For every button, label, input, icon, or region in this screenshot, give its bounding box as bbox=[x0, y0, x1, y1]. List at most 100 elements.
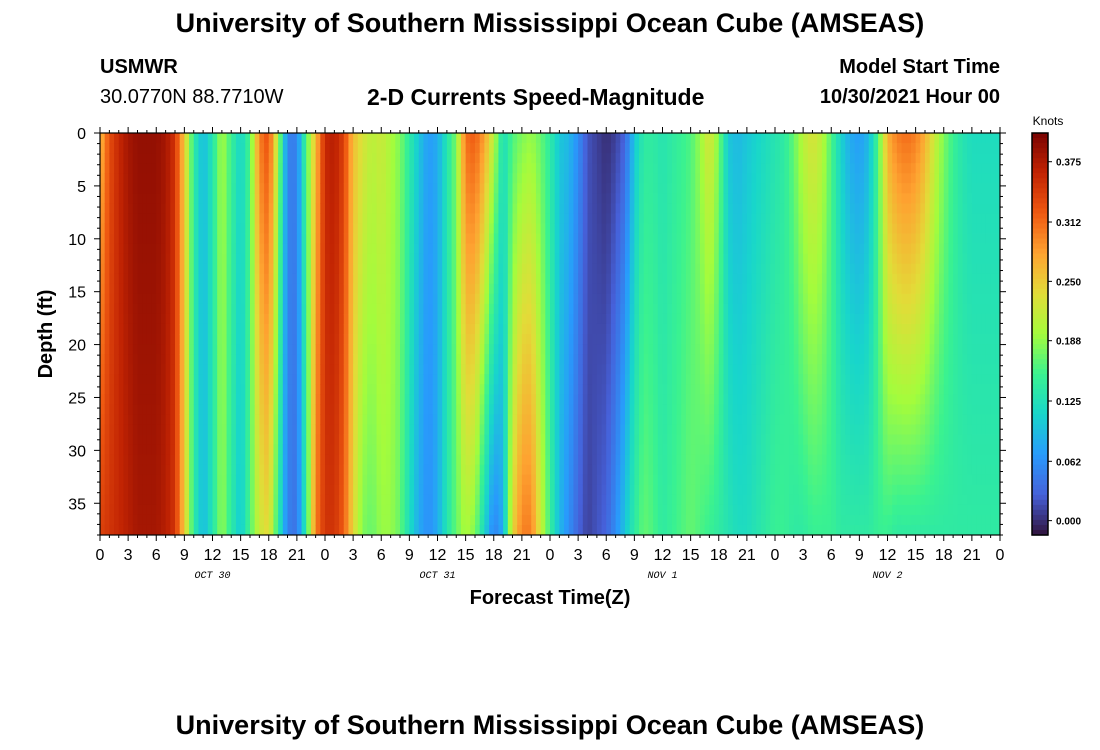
heatmap-cell bbox=[587, 203, 593, 214]
heatmap-cell bbox=[254, 404, 260, 415]
heatmap-cell bbox=[404, 323, 410, 335]
heatmap-cell bbox=[442, 293, 448, 305]
heatmap-cell bbox=[301, 183, 307, 194]
heatmap-cell bbox=[498, 293, 504, 305]
heatmap-cell bbox=[114, 263, 120, 275]
heatmap-cell bbox=[240, 494, 246, 506]
heatmap-cell bbox=[489, 133, 495, 144]
heatmap-cell bbox=[217, 283, 223, 295]
heatmap-cell bbox=[142, 514, 148, 526]
heatmap-cell bbox=[156, 233, 162, 245]
heatmap-cell bbox=[329, 213, 335, 225]
heatmap-cell bbox=[221, 313, 228, 325]
heatmap-cell bbox=[681, 344, 687, 355]
heatmap-cell bbox=[221, 163, 228, 174]
heatmap-cell bbox=[104, 323, 110, 335]
heatmap-cell bbox=[423, 183, 429, 194]
heatmap-cell bbox=[414, 303, 420, 315]
heatmap-cell bbox=[512, 344, 518, 355]
heatmap-cell bbox=[278, 414, 284, 426]
heatmap-cell bbox=[423, 263, 429, 275]
heatmap-cell bbox=[390, 344, 396, 355]
heatmap-cells bbox=[100, 133, 1000, 535]
heatmap-cell bbox=[217, 173, 223, 184]
heatmap-cell bbox=[587, 364, 593, 375]
heatmap-cell bbox=[329, 504, 335, 516]
heatmap-cell bbox=[653, 444, 659, 456]
heatmap-cell bbox=[653, 344, 659, 355]
heatmap-cell bbox=[582, 364, 589, 375]
heatmap-cell bbox=[123, 163, 129, 174]
heatmap-cell bbox=[296, 183, 303, 194]
heatmap-cell bbox=[446, 223, 453, 235]
heatmap-cell bbox=[179, 444, 185, 456]
heatmap-cell bbox=[353, 183, 359, 194]
heatmap-cell bbox=[189, 243, 195, 255]
heatmap-cell bbox=[273, 424, 279, 436]
heatmap-cell bbox=[409, 323, 415, 335]
heatmap-cell bbox=[615, 293, 621, 305]
heatmap-cell bbox=[629, 183, 635, 194]
heatmap-cell bbox=[193, 183, 200, 194]
heatmap-cell bbox=[381, 434, 387, 446]
heatmap-cell bbox=[475, 153, 481, 164]
heatmap-cell bbox=[465, 504, 471, 516]
heatmap-cell bbox=[390, 243, 396, 255]
heatmap-cell bbox=[610, 524, 617, 535]
heatmap-cell bbox=[460, 183, 467, 194]
heatmap-cell bbox=[170, 323, 176, 335]
heatmap-cell bbox=[292, 374, 298, 385]
heatmap-cell bbox=[268, 303, 275, 315]
heatmap-cell bbox=[625, 233, 631, 245]
heatmap-cell bbox=[343, 243, 350, 255]
heatmap-cell bbox=[606, 173, 612, 184]
heatmap-cell bbox=[498, 313, 504, 325]
heatmap-cell bbox=[531, 173, 537, 184]
heatmap-cell bbox=[671, 374, 678, 385]
heatmap-cell bbox=[498, 344, 504, 355]
heatmap-cell bbox=[418, 354, 425, 365]
heatmap-cell bbox=[104, 354, 110, 365]
heatmap-cell bbox=[385, 474, 392, 486]
heatmap-cell bbox=[390, 183, 396, 194]
heatmap-cell bbox=[634, 193, 640, 204]
heatmap-cell bbox=[409, 434, 415, 446]
heatmap-cell bbox=[343, 514, 350, 526]
heatmap-cell bbox=[601, 484, 607, 496]
heatmap-cell bbox=[268, 384, 275, 395]
heatmap-cell bbox=[348, 263, 354, 275]
heatmap-cell bbox=[254, 143, 260, 154]
heatmap-cell bbox=[212, 253, 218, 265]
heatmap-cell bbox=[390, 474, 396, 486]
heatmap-cell bbox=[564, 163, 570, 174]
heatmap-cell bbox=[203, 193, 209, 204]
heatmap-cell bbox=[568, 494, 575, 506]
heatmap-cell bbox=[132, 464, 139, 476]
heatmap-cell bbox=[437, 203, 443, 214]
heatmap-cell bbox=[118, 514, 125, 526]
heatmap-cell bbox=[667, 504, 673, 516]
heatmap-cell bbox=[395, 394, 401, 405]
heatmap-cell bbox=[428, 163, 434, 174]
heatmap-cell bbox=[292, 263, 298, 275]
heatmap-cell bbox=[198, 233, 204, 245]
heatmap-cell bbox=[634, 434, 640, 446]
heatmap-cell bbox=[446, 253, 453, 265]
heatmap-cell bbox=[264, 273, 270, 285]
heatmap-cell bbox=[390, 494, 396, 506]
heatmap-cell bbox=[596, 404, 603, 415]
heatmap-cell bbox=[564, 253, 570, 265]
heatmap-cell bbox=[329, 484, 335, 496]
heatmap-cell bbox=[484, 334, 490, 345]
heatmap-cell bbox=[428, 474, 434, 486]
heatmap-cell bbox=[545, 354, 551, 365]
heatmap-cell bbox=[507, 354, 514, 365]
heatmap-cell bbox=[367, 344, 373, 355]
heatmap-cell bbox=[231, 233, 237, 245]
heatmap-cell bbox=[648, 344, 654, 355]
heatmap-cell bbox=[395, 464, 401, 476]
heatmap-cell bbox=[198, 153, 204, 164]
heatmap-cell bbox=[540, 293, 546, 305]
heatmap-cell bbox=[306, 293, 312, 305]
heatmap-cell bbox=[264, 223, 270, 235]
